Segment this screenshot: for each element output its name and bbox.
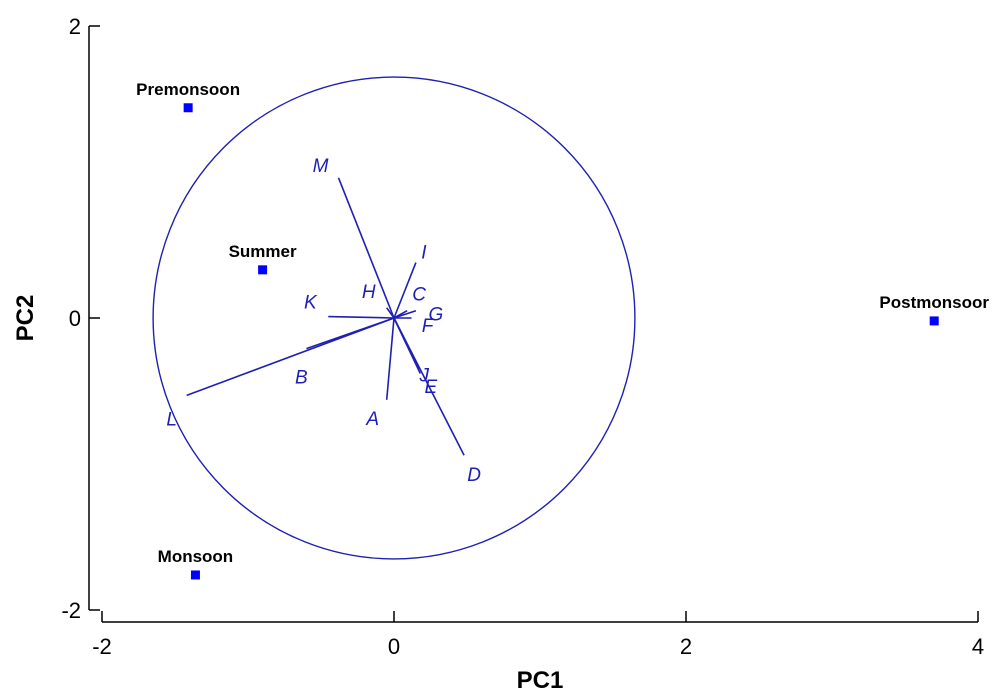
vector-label-e: E <box>424 377 437 398</box>
x-axis-ticks: -2 0 2 4 <box>92 611 984 659</box>
loading-vectors: A B C D E FG H I J K L M <box>166 156 481 486</box>
x-tick-label: 0 <box>388 634 400 659</box>
vector-label-g: G <box>429 305 444 326</box>
y-axis-ticks: -2 0 2 <box>61 14 100 623</box>
x-axis-title: PC1 <box>517 667 564 693</box>
x-tick-label: 4 <box>972 634 984 659</box>
axes: -2 0 2 -2 0 2 4 <box>61 14 984 659</box>
plot-area: A B C D E FG H I J K L M Premonsoon Summer Monsoon Pos… <box>136 76 989 580</box>
point-label: Monsoon <box>158 547 234 566</box>
x-tick-label: 2 <box>680 634 692 659</box>
vector-l <box>186 317 395 397</box>
vector-label-j: J <box>419 365 430 386</box>
point-marker <box>929 316 939 326</box>
point-marker <box>190 570 200 580</box>
x-tick-label: -2 <box>92 634 112 659</box>
vector-label-d: D <box>467 465 481 486</box>
vector-m <box>337 177 395 319</box>
score-points: Premonsoon Summer Monsoon Postmonsoor <box>136 80 989 580</box>
y-axis-title: PC2 <box>12 295 39 342</box>
y-tick-label: 2 <box>69 14 81 39</box>
vector-a <box>385 317 395 400</box>
vector-j <box>393 317 422 374</box>
vector-i <box>393 262 417 319</box>
vector-label-c: C <box>412 285 426 306</box>
point-label: Premonsoon <box>136 80 240 99</box>
y-tick-label: -2 <box>61 598 81 623</box>
vector-label-k: K <box>304 293 318 314</box>
vector-label-i: I <box>421 243 427 264</box>
vector-label-a: A <box>365 409 379 430</box>
vector-label-l: L <box>166 409 177 430</box>
vector-label-b: B <box>295 368 308 389</box>
point-marker <box>183 103 193 113</box>
vector-label-h: H <box>362 282 376 303</box>
vector-g <box>393 309 417 319</box>
vector-label-m: M <box>313 156 329 177</box>
vector-label-f: F <box>422 316 435 337</box>
point-label: Summer <box>229 242 297 261</box>
correlation-circle <box>152 76 636 560</box>
vector-k <box>328 315 395 319</box>
point-label: Postmonsoor <box>879 293 989 312</box>
y-tick-label: 0 <box>69 306 81 331</box>
point-marker <box>258 265 268 275</box>
